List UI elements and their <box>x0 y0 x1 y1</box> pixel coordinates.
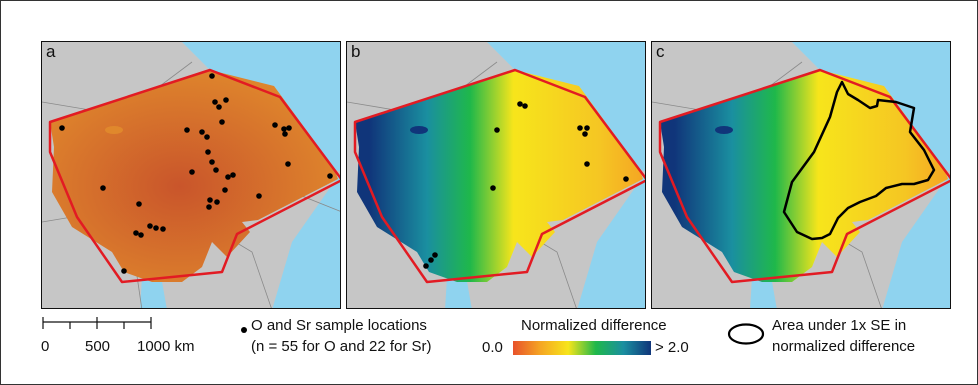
sample-point <box>517 101 523 107</box>
interpolated-surface <box>355 70 643 282</box>
sample-point <box>121 268 127 274</box>
map-a <box>42 42 340 308</box>
sample-point <box>204 134 210 140</box>
panel-label: b <box>351 42 361 61</box>
panel-label: a <box>46 42 56 61</box>
sample-point <box>214 199 220 205</box>
map-c <box>652 42 950 308</box>
sample-point <box>160 226 166 232</box>
sample-point <box>582 131 588 137</box>
sample-point <box>213 167 219 173</box>
sample-point <box>223 97 229 103</box>
sample-legend-line2: (n = 55 for O and 22 for Sr) <box>251 338 432 355</box>
sample-point <box>136 201 142 207</box>
sample-point <box>138 232 144 238</box>
color-legend-max: > 2.0 <box>655 339 689 356</box>
sample-point <box>286 125 292 131</box>
sample-point <box>219 119 225 125</box>
se-legend-line1: Area under 1x SE in <box>772 317 907 334</box>
sample-point <box>272 122 278 128</box>
sample-point <box>584 125 590 131</box>
isolated-patch <box>105 126 123 134</box>
sample-point <box>199 129 205 135</box>
sample-point <box>206 204 212 210</box>
se-area-outline <box>782 80 936 241</box>
sample-point <box>184 127 190 133</box>
color-scale-bar <box>513 341 651 355</box>
interpolated-surface <box>660 70 948 282</box>
sample-point <box>423 263 429 269</box>
sample-legend-line1: O and Sr sample locations <box>251 317 427 334</box>
sample-point <box>225 174 231 180</box>
sample-points <box>423 101 629 269</box>
scale-bar <box>42 317 152 329</box>
sample-point <box>428 257 434 263</box>
sample-point <box>577 125 583 131</box>
se-area-legend-icon <box>727 323 765 345</box>
sample-point <box>285 161 291 167</box>
sample-points <box>59 73 333 274</box>
scale-label-1000: 1000 km <box>137 338 195 355</box>
sample-point <box>153 225 159 231</box>
sample-point <box>623 176 629 182</box>
isolated-patch <box>410 126 428 134</box>
sample-point <box>490 185 496 191</box>
convex-hull <box>658 68 950 284</box>
sample-point <box>282 131 288 137</box>
sample-point <box>147 223 153 229</box>
sample-point <box>522 103 528 109</box>
sample-point <box>216 104 222 110</box>
map-panel-a: a <box>41 41 341 309</box>
isolated-patch <box>715 126 733 134</box>
sample-point <box>327 173 333 179</box>
sea-area <box>792 42 950 308</box>
se-legend-line2: normalized difference <box>772 338 916 355</box>
sample-point <box>212 99 218 105</box>
map-panel-b: b <box>346 41 646 309</box>
interpolated-surface <box>50 70 338 282</box>
map-panel-c: c <box>651 41 951 309</box>
scale-label-0: 0 <box>41 338 50 355</box>
sample-point <box>209 159 215 165</box>
sea-area <box>182 42 340 308</box>
sample-point <box>494 127 500 133</box>
sample-point <box>189 169 195 175</box>
sample-point <box>209 73 215 79</box>
sample-point <box>432 252 438 258</box>
sample-point <box>584 161 590 167</box>
sample-point <box>207 197 213 203</box>
scale-label-500: 500 <box>85 338 111 355</box>
sample-point <box>230 172 236 178</box>
sample-point <box>100 185 106 191</box>
sample-point <box>205 149 211 155</box>
panel-label: c <box>656 42 665 61</box>
sample-point <box>222 187 228 193</box>
sample-point-legend-icon <box>241 327 247 333</box>
sample-point <box>59 125 65 131</box>
sea-area <box>487 42 645 308</box>
sample-point <box>133 230 139 236</box>
sample-point <box>256 193 262 199</box>
convex-hull <box>353 68 645 284</box>
color-legend-min: 0.0 <box>482 339 503 356</box>
color-legend-title: Normalized difference <box>521 317 667 334</box>
convex-hull <box>48 68 340 284</box>
map-b <box>347 42 645 308</box>
sample-point <box>281 126 287 132</box>
